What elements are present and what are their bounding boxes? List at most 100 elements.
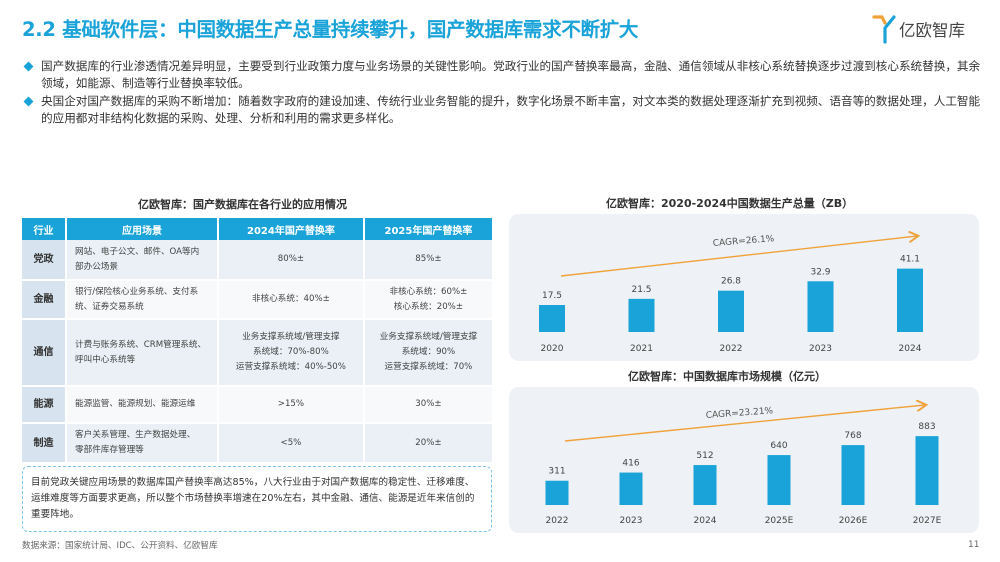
x-tick-label: 2023: [809, 344, 832, 354]
x-tick-label: 2020: [541, 344, 564, 354]
chart-title: 亿欧智库：2020-2024中国数据生产总量（ZB）: [606, 197, 854, 210]
scene-cell: 计费与账务系统、CRM管理系统、 呼叫中心系统等: [66, 319, 219, 387]
x-tick-label: 2024: [899, 344, 922, 354]
data-volume-chart-svg: CAGR=26.1% 17.5 2020 21.5 2021 26.8 2022 32.9 20…: [539, 214, 923, 354]
data-label: 17.5: [542, 291, 562, 301]
x-tick-label: 2022: [546, 516, 569, 526]
scene-line: 网站、电子公文、邮件、OA等内: [75, 246, 200, 257]
bar: [693, 465, 717, 505]
x-tick-label: 2022: [720, 344, 743, 354]
rate-line: 运营支撑系统域：40%-50%: [235, 362, 346, 372]
header-2025: 2025年国产替换率: [363, 218, 492, 240]
header-2024: 2024年国产替换率: [218, 218, 365, 240]
bullet-item: 央国企对国产数据库的采购不断增加：随着数字政府的建设加速、传统行业业务智能的提升…: [22, 93, 982, 127]
data-label: 26.8: [721, 277, 741, 287]
table-title: 亿欧智库：国产数据库在各行业的应用情况: [138, 198, 347, 211]
scene-line: 客户关系管理、生产数据处理、: [75, 430, 196, 440]
scene-line: 计费与账务系统、CRM管理系统、: [75, 339, 207, 350]
scene-cell: 银行/保险核心业务系统、支付系 统、证券交易系统: [66, 280, 219, 320]
cagr-label: CAGR=26.1%: [712, 234, 775, 249]
rate-line: 业务支撑系统域/管理支撑: [242, 332, 340, 342]
scene-line: 呼叫中心系统等: [75, 354, 136, 365]
bullet-text: 央国企对国产数据库的采购不断增加：随着数字政府的建设加速、传统行业业务智能的提升…: [41, 94, 981, 125]
logo: 亿欧智库: [872, 12, 965, 46]
logo-mark-icon: [872, 15, 896, 44]
chart-title: 亿欧智库：中国数据库市场规模（亿元）: [628, 370, 826, 383]
bar: [807, 281, 834, 332]
x-tick-label: 2026E: [839, 516, 868, 526]
rate-2025-cell: 业务支撑系统域/管理支撑 系统域：90% 运营支撑系统域：70%: [363, 319, 492, 387]
rate-line: >15%: [277, 399, 305, 409]
industry-cell: 金融: [22, 280, 67, 320]
data-label: 640: [770, 441, 787, 451]
rate-line: 系统域：90%: [401, 347, 456, 357]
data-label: 512: [696, 451, 713, 461]
rate-line: 30%±: [415, 399, 442, 409]
rate-2025-cell: 85%±: [363, 240, 492, 281]
x-tick-label: 2025E: [765, 516, 794, 526]
x-tick-label: 2023: [620, 516, 643, 526]
rate-2025-cell: 30%±: [363, 386, 492, 424]
rate-line: 系统域：70%-80%: [253, 347, 329, 357]
data-label: 21.5: [631, 285, 651, 295]
data-label: 41.1: [900, 255, 920, 265]
industry-replacement-table: 行业 应用场景 2024年国产替换率 2025年国产替换率 党政 网站、电子公文…: [22, 218, 492, 464]
industry-cell: 通信: [22, 319, 67, 387]
data-label: 416: [622, 459, 639, 469]
scene-line: 能源监管、能源规划、能源运维: [75, 399, 196, 409]
data-label: 32.9: [810, 267, 830, 277]
bullet-list: 国产数据库的行业渗透情况差异明显，主要受到行业政策力度与业务场景的关键性影响。党…: [22, 58, 982, 128]
logo-text: 亿欧智库: [899, 21, 965, 40]
data-volume-chart: CAGR=26.1% 17.5 2020 21.5 2021 26.8 2022 32.9 20…: [509, 214, 979, 361]
bullet-text: 国产数据库的行业渗透情况差异明显，主要受到行业政策力度与业务场景的关键性影响。党…: [41, 59, 981, 90]
scene-cell: 能源监管、能源规划、能源运维: [66, 386, 219, 424]
cagr-arrow: [560, 236, 917, 277]
diamond-bullet-icon: [23, 61, 34, 72]
header-scene: 应用场景: [66, 218, 219, 240]
data-label: 883: [918, 422, 935, 432]
header-industry: 行业: [22, 218, 67, 240]
table-row: 通信 计费与账务系统、CRM管理系统、 呼叫中心系统等 业务支撑系统域/管理支撑…: [22, 319, 492, 387]
bar: [628, 298, 655, 332]
scene-line: 零部件库存管理等: [75, 445, 144, 455]
rate-line: 非核心系统：40%±: [251, 294, 330, 304]
rate-line: 20%±: [415, 437, 442, 448]
bar: [915, 436, 939, 505]
table-row: 能源 能源监管、能源规划、能源运维 >15% 30%±: [22, 386, 492, 424]
rate-line: 85%±: [415, 254, 442, 264]
rate-line: 80%±: [277, 254, 305, 264]
rate-2024-cell: 业务支撑系统域/管理支撑 系统域：70%-80% 运营支撑系统域：40%-50%: [218, 319, 365, 387]
rate-line: 运营支撑系统域：70%: [384, 362, 473, 372]
cagr-label: CAGR=23.21%: [706, 406, 774, 421]
table-row: 金融 银行/保险核心业务系统、支付系 统、证券交易系统 非核心系统：40%± 非…: [22, 280, 492, 320]
data-source: 数据来源：国家统计局、IDC、公开资料、亿欧智库: [22, 541, 218, 551]
bar: [619, 472, 643, 505]
bar: [545, 480, 569, 505]
table-header-row: 行业 应用场景 2024年国产替换率 2025年国产替换率: [22, 218, 492, 240]
table-row: 党政 网站、电子公文、邮件、OA等内 部办公场景 80%± 85%±: [22, 240, 492, 281]
rate-2025-cell: 非核心系统：60%± 核心系统：20%±: [363, 280, 492, 320]
scene-line: 统、证券交易系统: [75, 301, 144, 312]
cagr-arrow: [564, 405, 925, 442]
rate-2024-cell: <5%: [218, 423, 365, 464]
diamond-bullet-icon: [23, 96, 34, 107]
rate-line: 非核心系统：60%±: [389, 286, 468, 297]
page-title: 2.2 基础软件层：中国数据生产总量持续攀升，国产数据库需求不断扩大: [22, 18, 639, 41]
scene-cell: 网站、电子公文、邮件、OA等内 部办公场景: [66, 240, 219, 281]
scene-line: 部办公场景: [75, 261, 118, 272]
bar: [897, 268, 923, 332]
rate-2024-cell: 非核心系统：40%±: [218, 280, 365, 320]
rate-2025-cell: 20%±: [363, 423, 492, 464]
database-market-chart: CAGR=23.21% 311 2022 416 2023 512 2024 640 2025E…: [509, 387, 979, 533]
bar: [767, 455, 791, 505]
bar: [718, 290, 744, 332]
data-label: 768: [844, 431, 861, 441]
page-number: 11: [968, 540, 980, 550]
industry-cell: 制造: [22, 423, 67, 464]
bar: [539, 305, 565, 332]
bar: [841, 445, 865, 505]
rate-line: 业务支撑系统域/管理支撑: [379, 332, 478, 342]
scene-line: 银行/保险核心业务系统、支付系: [75, 286, 199, 297]
database-market-chart-svg: CAGR=23.21% 311 2022 416 2023 512 2024 640 2025E…: [545, 387, 942, 526]
rate-2024-cell: 80%±: [218, 240, 365, 281]
